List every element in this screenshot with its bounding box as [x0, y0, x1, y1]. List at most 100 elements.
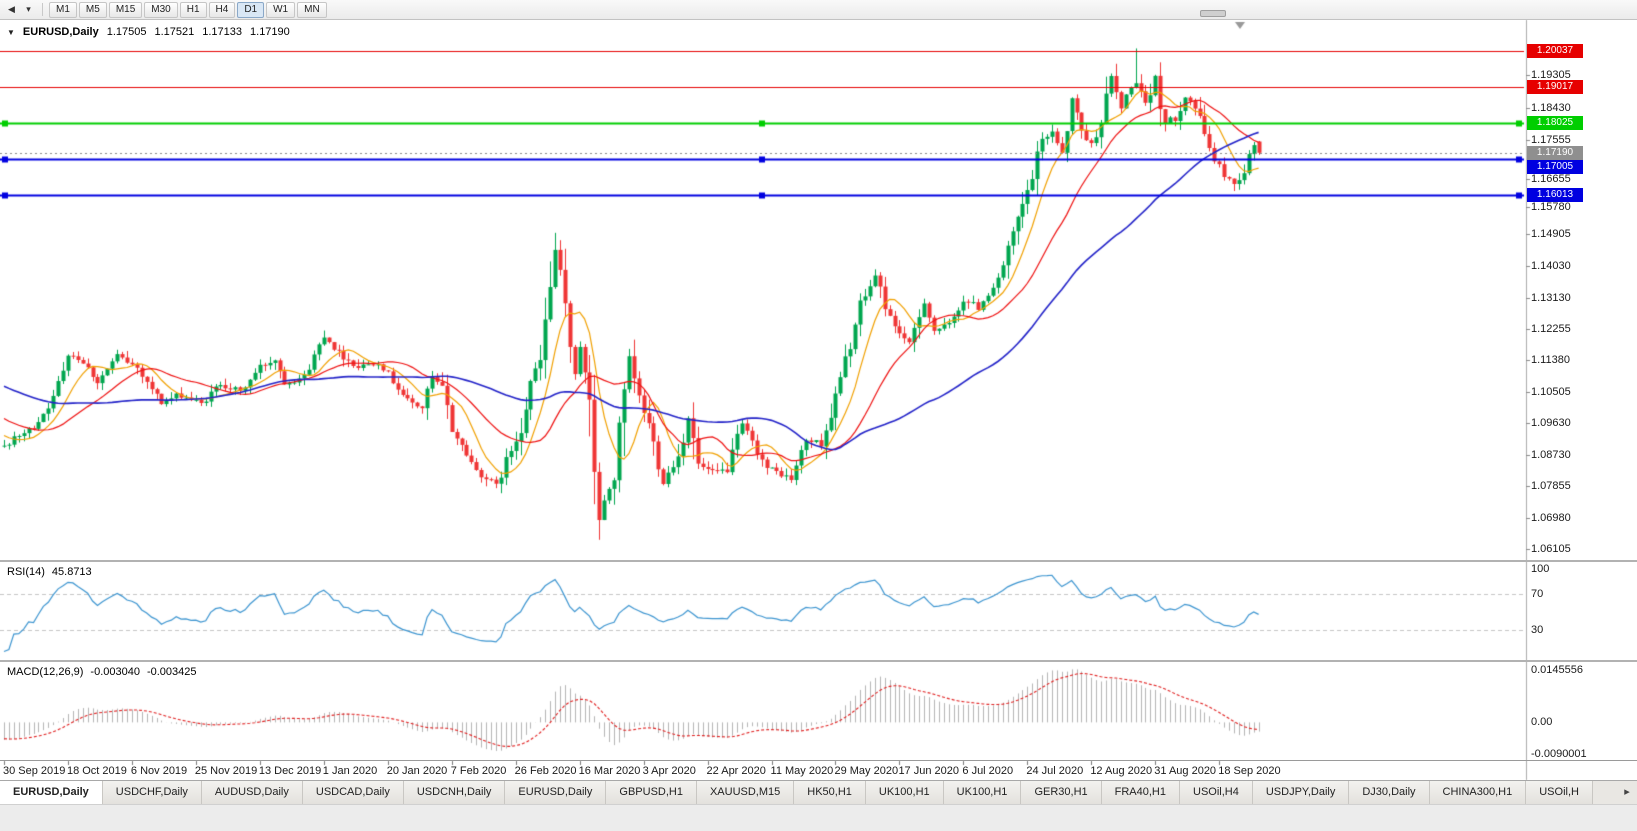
- macd-axis-tick: -0.0090001: [1531, 748, 1587, 760]
- price-axis-tick: 1.09630: [1531, 416, 1571, 429]
- time-axis-label: 11 May 2020: [770, 765, 834, 777]
- scroll-start-icon[interactable]: ◀: [8, 4, 15, 14]
- timeframe-button-w1[interactable]: W1: [266, 1, 296, 18]
- price-axis-tick: 1.16655: [1531, 172, 1571, 185]
- chart-tab[interactable]: EURUSD,Daily: [505, 781, 607, 804]
- price-axis-tick: 1.15780: [1531, 200, 1571, 213]
- time-axis-label: 18 Sep 2020: [1218, 765, 1281, 777]
- price-axis-tick: 1.10505: [1531, 385, 1571, 398]
- rsi-axis-tick: 70: [1531, 587, 1544, 600]
- rsi-value: 45.8713: [51, 566, 92, 578]
- chart-tab[interactable]: DJ30,Daily: [1349, 781, 1430, 804]
- price-axis-tick: 1.17555: [1531, 133, 1571, 146]
- chart-tab[interactable]: USDCHF,Daily: [102, 781, 202, 804]
- tab-scroll-right-icon[interactable]: ▸: [1624, 786, 1630, 798]
- rsi-axis-tick: 100: [1531, 563, 1550, 575]
- timeframe-button-h4[interactable]: H4: [208, 1, 236, 18]
- rsi-name: RSI(14): [7, 566, 45, 578]
- chart-tab[interactable]: AUDUSD,Daily: [201, 781, 303, 804]
- panel-splitter-rsi[interactable]: [0, 560, 1637, 562]
- time-axis-label: 26 Feb 2020: [514, 765, 577, 777]
- price-axis-tick: 1.07855: [1531, 480, 1571, 493]
- current-price-box[interactable]: 1.17190: [1527, 145, 1583, 160]
- time-axis-label: 1 Jan 2020: [322, 765, 378, 777]
- ohlc-low: 1.17133: [202, 26, 243, 38]
- price-axis-tick: 1.08730: [1531, 449, 1571, 462]
- timeframe-button-mn[interactable]: MN: [297, 1, 327, 18]
- hline-price-box[interactable]: 1.20037: [1527, 44, 1583, 59]
- status-strip: [0, 804, 1637, 831]
- hline-price-box[interactable]: 1.17005: [1527, 159, 1583, 174]
- chart-symbol-period: EURUSD,Daily: [22, 26, 99, 38]
- time-axis[interactable]: 30 Sep 2019 18 Oct 2019 6 Nov 2019 25 Nov 2…: [0, 760, 1637, 780]
- chart-tab[interactable]: USDCNH,Daily: [403, 781, 506, 804]
- toolbar-separator: [42, 3, 43, 16]
- rsi-indicator-label: RSI(14) 45.8713: [7, 566, 92, 578]
- time-axis-label: 16 Mar 2020: [578, 765, 641, 777]
- chart-tab[interactable]: USOil,H: [1526, 781, 1593, 804]
- chart-tab[interactable]: USOil,H4: [1180, 781, 1253, 804]
- price-axis-tick: 1.13130: [1531, 291, 1571, 304]
- hline-price-box[interactable]: 1.19017: [1527, 80, 1583, 95]
- hline-price-box[interactable]: 1.16013: [1527, 187, 1583, 202]
- timeframe-button-m5[interactable]: M5: [78, 1, 107, 18]
- time-axis-label: 31 Aug 2020: [1154, 765, 1217, 777]
- chart-tab[interactable]: UK100,H1: [943, 781, 1022, 804]
- timeframe-button-h1[interactable]: H1: [179, 1, 207, 18]
- macd-signal-value: -0.003425: [146, 666, 197, 678]
- time-axis-label: 6 Jul 2020: [962, 765, 1014, 777]
- timeframe-button-m30[interactable]: M30: [144, 1, 178, 18]
- timeframe-toolbar: ◀ ▾ M1 M5 M15 M30 H1 H4 D1 W1 MN: [0, 0, 1637, 20]
- charts-dropdown-icon[interactable]: ▾: [26, 4, 31, 14]
- time-axis-label: 3 Apr 2020: [642, 765, 696, 777]
- time-axis-label: 7 Feb 2020: [450, 765, 507, 777]
- chart-tab[interactable]: USDCAD,Daily: [302, 781, 404, 804]
- collapse-chart-icon[interactable]: ▼: [7, 27, 15, 37]
- chart-tab[interactable]: UK100,H1: [865, 781, 944, 804]
- price-axis-tick: 1.19305: [1531, 69, 1571, 82]
- chart-tab[interactable]: GBPUSD,H1: [606, 781, 697, 804]
- price-axis-tick: 1.12255: [1531, 323, 1571, 336]
- time-axis-label: 17 Jun 2020: [898, 765, 959, 777]
- ohlc-close: 1.17190: [250, 26, 290, 38]
- time-axis-label: 24 Jul 2020: [1026, 765, 1084, 777]
- time-axis-label: 30 Sep 2019: [3, 765, 66, 777]
- timeframe-button-d1[interactable]: D1: [237, 1, 265, 18]
- price-axis-tick: 1.06980: [1531, 511, 1571, 524]
- price-axis-tick: 1.14905: [1531, 228, 1571, 241]
- chart-hscrollbar-thumb[interactable]: [1200, 10, 1226, 17]
- chart-tab[interactable]: CHINA300,H1: [1429, 781, 1527, 804]
- chart-tabs-bar: EURUSD,Daily USDCHF,Daily AUDUSD,Daily USDC…: [0, 780, 1637, 804]
- macd-axis-tick: 0.00: [1531, 716, 1553, 729]
- macd-value: -0.003040: [90, 666, 140, 678]
- timeframe-button-m15[interactable]: M15: [108, 1, 143, 18]
- time-axis-label: 18 Oct 2019: [66, 765, 127, 777]
- time-axis-label: 13 Dec 2019: [258, 765, 322, 777]
- time-axis-label: 20 Jan 2020: [386, 765, 448, 777]
- timeframe-buttons: M1 M5 M15 M30 H1 H4 D1 W1 MN: [49, 1, 327, 18]
- chart-tab[interactable]: HK50,H1: [794, 781, 866, 804]
- chart-tab[interactable]: EURUSD,Daily: [0, 781, 103, 804]
- chart-tab[interactable]: GER30,H1: [1021, 781, 1102, 804]
- macd-axis-tick: 0.0145556: [1531, 664, 1583, 676]
- chart-title: ▼ EURUSD,Daily 1.17505 1.17521 1.17133 1…: [7, 26, 290, 38]
- macd-indicator-label: MACD(12,26,9) -0.003040 -0.003425: [7, 666, 197, 678]
- time-axis-label: 29 May 2020: [834, 765, 899, 777]
- time-axis-label: 22 Apr 2020: [706, 765, 766, 777]
- panel-splitter-macd[interactable]: [0, 660, 1637, 662]
- price-axis-tick: 1.06105: [1531, 542, 1571, 555]
- rsi-axis-tick: 30: [1531, 624, 1544, 637]
- chart-tab[interactable]: FRA40,H1: [1101, 781, 1180, 804]
- chart-tab[interactable]: XAUUSD,M15: [696, 781, 795, 804]
- time-axis-label: 6 Nov 2019: [130, 765, 188, 777]
- chart-tab[interactable]: USDJPY,Daily: [1252, 781, 1350, 804]
- time-axis-label: 25 Nov 2019: [194, 765, 258, 777]
- ohlc-high: 1.17521: [154, 26, 195, 38]
- price-axis-tick: 1.11380: [1531, 354, 1570, 367]
- timeframe-button-m1[interactable]: M1: [49, 1, 77, 18]
- macd-name: MACD(12,26,9): [7, 666, 84, 678]
- price-axis-tick: 1.14030: [1531, 259, 1571, 272]
- hline-price-box[interactable]: 1.18025: [1527, 115, 1583, 130]
